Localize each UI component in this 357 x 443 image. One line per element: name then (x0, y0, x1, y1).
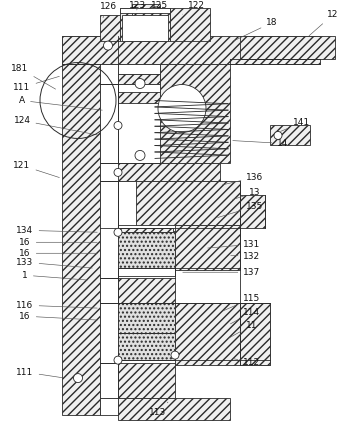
Text: 116: 116 (16, 301, 97, 310)
Bar (175, 225, 240, 270)
Text: 16: 16 (19, 312, 97, 321)
Bar (175, 303, 265, 365)
Bar (118, 398, 230, 420)
Bar (240, 195, 265, 228)
Bar (100, 303, 118, 363)
Text: 16: 16 (19, 238, 97, 247)
Text: 18: 18 (232, 18, 278, 41)
Text: 14: 14 (233, 139, 289, 148)
Circle shape (114, 168, 122, 176)
Bar (240, 303, 270, 365)
Text: 114: 114 (230, 308, 261, 324)
Text: 181: 181 (11, 64, 56, 89)
Text: 111: 111 (16, 368, 62, 378)
Bar (270, 125, 310, 145)
Text: 135: 135 (218, 202, 263, 218)
Circle shape (135, 78, 145, 89)
Bar (100, 63, 118, 84)
Bar (100, 363, 175, 398)
Bar (118, 333, 175, 360)
Text: 137: 137 (183, 268, 261, 277)
Text: 126: 126 (100, 2, 117, 18)
Bar (118, 84, 160, 92)
Bar (62, 35, 100, 415)
Bar (118, 232, 175, 268)
Bar (118, 181, 136, 228)
Bar (118, 63, 160, 74)
Bar (170, 8, 210, 41)
Text: 124: 124 (14, 116, 97, 135)
Bar (118, 74, 160, 84)
Circle shape (171, 351, 179, 359)
Bar (118, 268, 175, 276)
Text: 132: 132 (231, 252, 261, 261)
Bar (100, 278, 118, 303)
Bar (160, 63, 230, 163)
Bar (120, 8, 170, 13)
Circle shape (114, 121, 122, 129)
Text: 13: 13 (233, 188, 261, 199)
Circle shape (135, 151, 145, 160)
Circle shape (158, 85, 206, 132)
Text: 16: 16 (19, 249, 97, 258)
Bar (120, 8, 170, 41)
Bar (118, 84, 160, 104)
Text: 1: 1 (22, 271, 87, 280)
Circle shape (74, 373, 82, 383)
Circle shape (274, 132, 282, 140)
Text: 141: 141 (281, 118, 311, 132)
Bar (132, 4, 160, 16)
Bar (100, 363, 118, 398)
Bar (118, 303, 175, 333)
Bar (240, 303, 270, 365)
Bar (100, 15, 120, 41)
Bar (100, 163, 118, 181)
Bar (122, 15, 168, 41)
Text: 122: 122 (182, 1, 205, 14)
Text: 121: 121 (14, 161, 59, 178)
Text: 12: 12 (309, 10, 339, 36)
Text: 123: 123 (130, 1, 147, 10)
Text: 111: 111 (13, 76, 59, 92)
Text: 133: 133 (16, 258, 92, 268)
Text: A: A (19, 96, 102, 110)
Bar (100, 163, 220, 181)
Bar (118, 225, 240, 231)
Bar (240, 35, 335, 58)
Text: 113: 113 (149, 402, 168, 416)
Text: 131: 131 (208, 240, 261, 249)
Text: 125: 125 (151, 1, 169, 10)
Bar (100, 303, 118, 363)
Bar (118, 228, 173, 232)
Circle shape (114, 228, 122, 236)
Bar (62, 35, 320, 63)
Circle shape (114, 356, 122, 364)
Circle shape (104, 41, 112, 50)
Bar (118, 181, 240, 228)
Text: 115: 115 (222, 294, 261, 311)
Text: 136: 136 (223, 173, 263, 185)
Text: 11: 11 (227, 321, 258, 339)
Text: 112: 112 (233, 358, 261, 367)
Bar (100, 278, 175, 303)
Text: 134: 134 (16, 226, 97, 235)
Bar (100, 63, 160, 84)
Bar (100, 35, 118, 415)
